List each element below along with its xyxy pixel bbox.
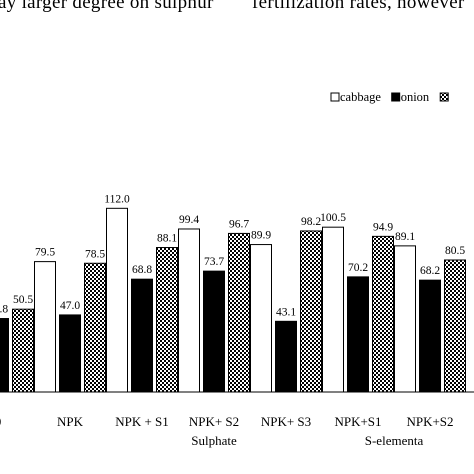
legend-label: cabbage bbox=[340, 90, 381, 104]
data-label: 47.0 bbox=[60, 300, 80, 312]
bar-series-3-6 bbox=[444, 259, 466, 393]
x-tick-label: NPK+S1 bbox=[334, 414, 381, 429]
data-label: 70.2 bbox=[348, 262, 368, 274]
bar-onion-6 bbox=[419, 279, 441, 393]
x-group-label: Sulphate bbox=[191, 433, 237, 448]
bar-onion-4 bbox=[275, 320, 297, 393]
bar-series-3-5 bbox=[372, 235, 394, 393]
bar-cabbage-3 bbox=[178, 228, 200, 393]
data-label: 44.8 bbox=[0, 304, 8, 316]
data-label: 43.1 bbox=[276, 306, 296, 318]
bar-cabbage-2 bbox=[106, 207, 128, 393]
data-label: 96.7 bbox=[229, 218, 249, 230]
bar-onion-1 bbox=[59, 314, 81, 393]
bar-series-3-1 bbox=[84, 262, 106, 393]
data-label: 89.1 bbox=[395, 231, 415, 243]
bar-onion-3 bbox=[203, 270, 225, 393]
bar-cabbage-1 bbox=[34, 261, 56, 393]
x-tick-label: NPK bbox=[57, 414, 84, 429]
bar-onion-2 bbox=[131, 278, 153, 393]
data-label: 88.1 bbox=[157, 233, 177, 245]
data-label: 112.0 bbox=[104, 193, 130, 205]
bar-series-3-0 bbox=[12, 308, 34, 393]
data-label: 68.8 bbox=[132, 264, 152, 276]
data-label: 73.7 bbox=[204, 256, 224, 268]
data-label: 78.5 bbox=[85, 248, 105, 260]
data-label: 94.9 bbox=[373, 221, 393, 233]
legend-swatch bbox=[391, 92, 401, 102]
data-label: 100.5 bbox=[320, 212, 346, 224]
bar-series-3-4 bbox=[300, 230, 322, 393]
x-tick-label: NPK+ S2 bbox=[189, 414, 239, 429]
bar-series-3-2 bbox=[156, 247, 178, 393]
data-label: 50.5 bbox=[13, 294, 33, 306]
x-tick-label: NPK+S2 bbox=[406, 414, 453, 429]
x-tick-label: NPK+ S3 bbox=[261, 414, 311, 429]
x-group-label: S-elementa bbox=[365, 433, 424, 448]
legend-label: onion bbox=[401, 90, 430, 104]
bar-onion-0 bbox=[0, 318, 9, 393]
bar-cabbage-6 bbox=[394, 245, 416, 393]
data-label: 80.5 bbox=[445, 245, 465, 257]
header-text-left: ay larger degree on sulphur bbox=[0, 0, 214, 13]
data-label: 79.5 bbox=[35, 247, 55, 259]
x-tick-label: NPK + S1 bbox=[115, 414, 169, 429]
data-label: 89.9 bbox=[251, 230, 271, 242]
legend-swatch bbox=[439, 92, 449, 102]
bar-series-3-3 bbox=[228, 232, 250, 393]
bar-onion-5 bbox=[347, 276, 369, 393]
data-label: 68.2 bbox=[420, 265, 440, 277]
x-tick-label: 0 bbox=[0, 414, 1, 429]
header-text-right: fertilization rates, however bbox=[252, 0, 465, 13]
legend-swatch bbox=[330, 92, 340, 102]
bar-cabbage-5 bbox=[322, 226, 344, 393]
bar-cabbage-4 bbox=[250, 244, 272, 393]
data-label: 98.2 bbox=[301, 216, 321, 228]
data-label: 99.4 bbox=[179, 214, 199, 226]
